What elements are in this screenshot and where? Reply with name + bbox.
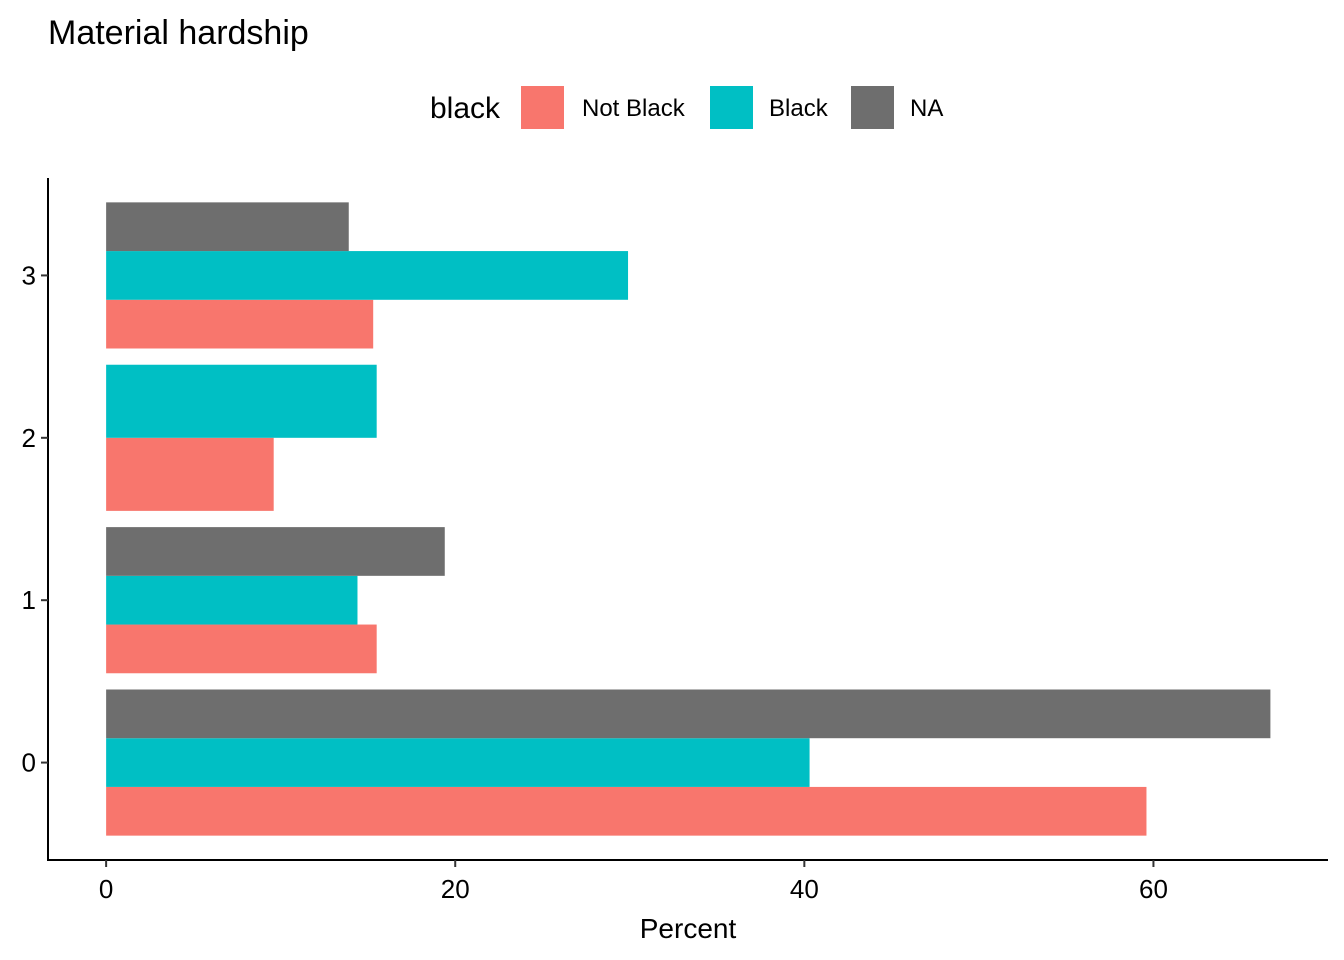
legend-items: Not Black Black NA	[521, 86, 943, 129]
x-tick-label-20: 20	[441, 874, 470, 904]
x-tick-label-60: 60	[1139, 874, 1168, 904]
y-tick-label-1: 1	[22, 585, 36, 615]
bar-na-1	[106, 527, 445, 576]
bar-black-2	[106, 364, 377, 438]
y-ticks: 0 1 2 3	[22, 260, 48, 778]
bar-not-black-1	[106, 624, 377, 674]
legend-key-black	[710, 86, 753, 129]
y-tick-label-0: 0	[22, 748, 36, 778]
x-tick-label-0: 0	[99, 874, 113, 904]
x-axis-title: Percent	[640, 913, 737, 944]
bars	[106, 202, 1271, 836]
x-tick-label-40: 40	[790, 874, 819, 904]
bar-not-black-0	[106, 786, 1147, 836]
chart-title: Material hardship	[48, 14, 309, 52]
bar-na-3	[106, 202, 349, 252]
bar-na-0	[106, 689, 1271, 739]
bar-black-3	[106, 251, 629, 300]
bar-black-1	[106, 575, 358, 625]
legend-key-na	[851, 86, 894, 129]
legend-key-not-black	[521, 86, 564, 129]
legend-label-not-black: Not Black	[582, 95, 686, 122]
legend-label-black: Black	[769, 95, 829, 122]
legend: black Not Black Black NA	[430, 86, 943, 129]
y-tick-label-3: 3	[22, 260, 36, 290]
legend-label-na: NA	[910, 95, 943, 122]
x-ticks: 0 20 40 60	[99, 860, 1168, 904]
legend-title: black	[430, 92, 501, 125]
bar-not-black-2	[106, 437, 274, 511]
y-tick-label-2: 2	[22, 423, 36, 453]
bar-black-0	[106, 738, 810, 787]
bar-not-black-3	[106, 299, 374, 349]
